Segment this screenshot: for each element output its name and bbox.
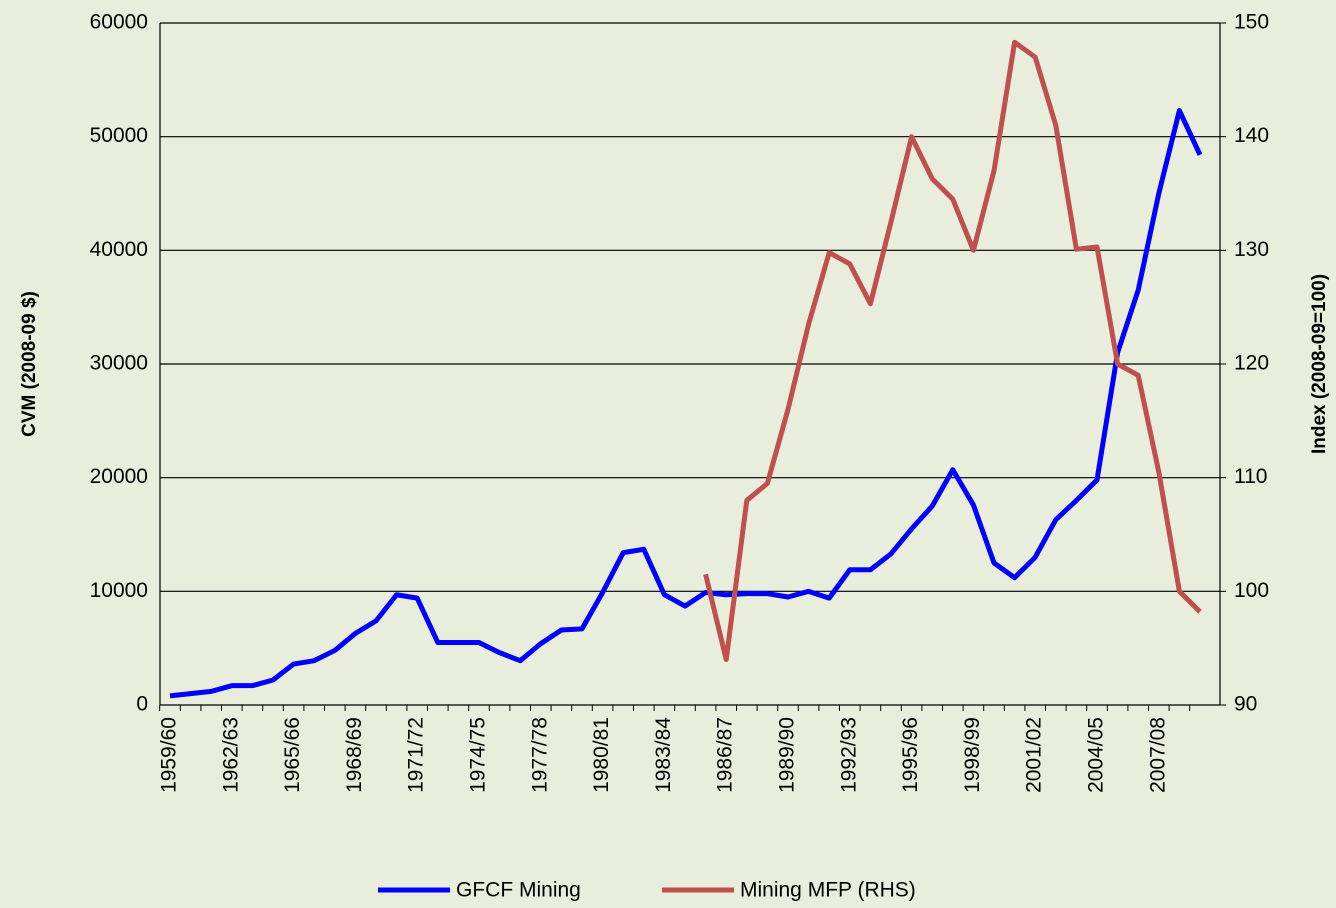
y2-tick-label: 110 bbox=[1234, 465, 1267, 488]
x-tick-label: 1986/87 bbox=[714, 717, 737, 793]
legend-label: Mining MFP (RHS) bbox=[740, 879, 916, 902]
x-tick-label: 1980/81 bbox=[590, 717, 613, 793]
y-tick-label: 10000 bbox=[90, 579, 148, 602]
y-axis-label: CVM (2008-09 $) bbox=[19, 291, 40, 437]
x-tick-label: 1998/99 bbox=[961, 717, 984, 793]
y-tick-label: 30000 bbox=[90, 352, 148, 375]
x-tick-label: 1995/96 bbox=[899, 717, 922, 793]
series-line bbox=[703, 39, 1202, 663]
x-tick-label: 1965/66 bbox=[281, 717, 304, 793]
y2-tick-label: 140 bbox=[1234, 124, 1269, 147]
y2-tick-label: 90 bbox=[1234, 693, 1257, 716]
x-tick-label: 2007/08 bbox=[1146, 717, 1169, 793]
y-tick-label: 60000 bbox=[90, 11, 148, 34]
y2-tick-label: 100 bbox=[1234, 579, 1269, 602]
y2-tick-label: 130 bbox=[1234, 238, 1269, 261]
series-line bbox=[169, 108, 1203, 699]
x-tick-label: 1962/63 bbox=[219, 717, 242, 793]
y2-tick-label: 120 bbox=[1234, 352, 1269, 375]
x-tick-label: 2004/05 bbox=[1085, 717, 1108, 793]
x-tick-label: 1971/72 bbox=[405, 717, 428, 793]
x-tick-label: 1983/84 bbox=[652, 717, 675, 793]
y-tick-label: 20000 bbox=[90, 465, 148, 488]
x-tick-label: 2001/02 bbox=[1023, 717, 1046, 793]
legend-label: GFCF Mining bbox=[456, 879, 581, 902]
y-tick-label: 0 bbox=[136, 693, 148, 716]
y-tick-label: 50000 bbox=[90, 124, 148, 147]
y-tick-label: 40000 bbox=[90, 238, 148, 261]
x-tick-label: 1959/60 bbox=[158, 717, 181, 793]
y2-tick-label: 150 bbox=[1234, 11, 1269, 34]
x-tick-label: 1974/75 bbox=[467, 717, 490, 793]
x-tick-label: 1977/78 bbox=[528, 717, 551, 793]
y2-axis-label: Index (2008-09=100) bbox=[1309, 274, 1330, 454]
x-tick-label: 1992/93 bbox=[837, 717, 860, 793]
x-tick-label: 1989/90 bbox=[776, 717, 799, 793]
x-tick-label: 1968/69 bbox=[343, 717, 366, 793]
